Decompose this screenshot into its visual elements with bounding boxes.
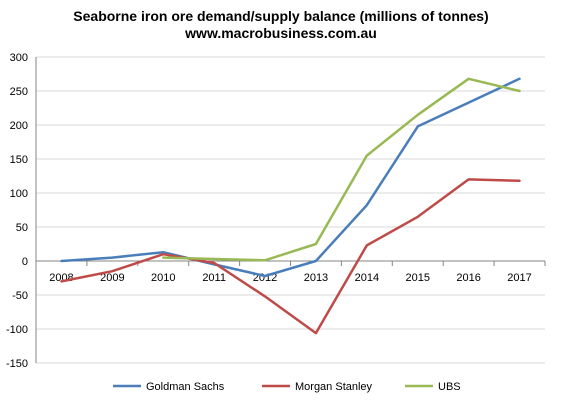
chart-subtitle: www.macrobusiness.com.au bbox=[185, 25, 377, 41]
chart-title: Seaborne iron ore demand/supply balance … bbox=[73, 8, 489, 24]
x-tick-label: 2015 bbox=[406, 272, 430, 284]
x-tick-label: 2010 bbox=[151, 272, 175, 284]
x-tick-label: 2016 bbox=[456, 272, 480, 284]
legend-label: Morgan Stanley bbox=[295, 381, 373, 393]
y-tick-label: -100 bbox=[6, 324, 28, 336]
x-tick-label: 2017 bbox=[507, 272, 531, 284]
y-tick-label: 150 bbox=[10, 154, 28, 166]
y-tick-label: 300 bbox=[10, 52, 28, 64]
legend-label: UBS bbox=[438, 381, 461, 393]
y-tick-label: 200 bbox=[10, 120, 28, 132]
x-tick-label: 2009 bbox=[100, 272, 124, 284]
chart-title-block: Seaborne iron ore demand/supply balance … bbox=[0, 8, 562, 42]
y-tick-label: 0 bbox=[22, 256, 28, 268]
series-line-morgan-stanley bbox=[60, 178, 521, 335]
y-tick-label: -50 bbox=[12, 290, 28, 302]
y-tick-label: 50 bbox=[16, 222, 28, 234]
x-tick-label: 2014 bbox=[355, 272, 379, 284]
x-tick-label: 2011 bbox=[202, 272, 226, 284]
series-line-goldman-sachs bbox=[60, 77, 521, 278]
x-tick-label: 2013 bbox=[304, 272, 328, 284]
legend-label: Goldman Sachs bbox=[146, 381, 225, 393]
y-tick-label: 100 bbox=[10, 188, 28, 200]
series-line-ubs bbox=[162, 77, 521, 262]
y-tick-label: 250 bbox=[10, 86, 28, 98]
y-tick-label: -150 bbox=[6, 358, 28, 370]
